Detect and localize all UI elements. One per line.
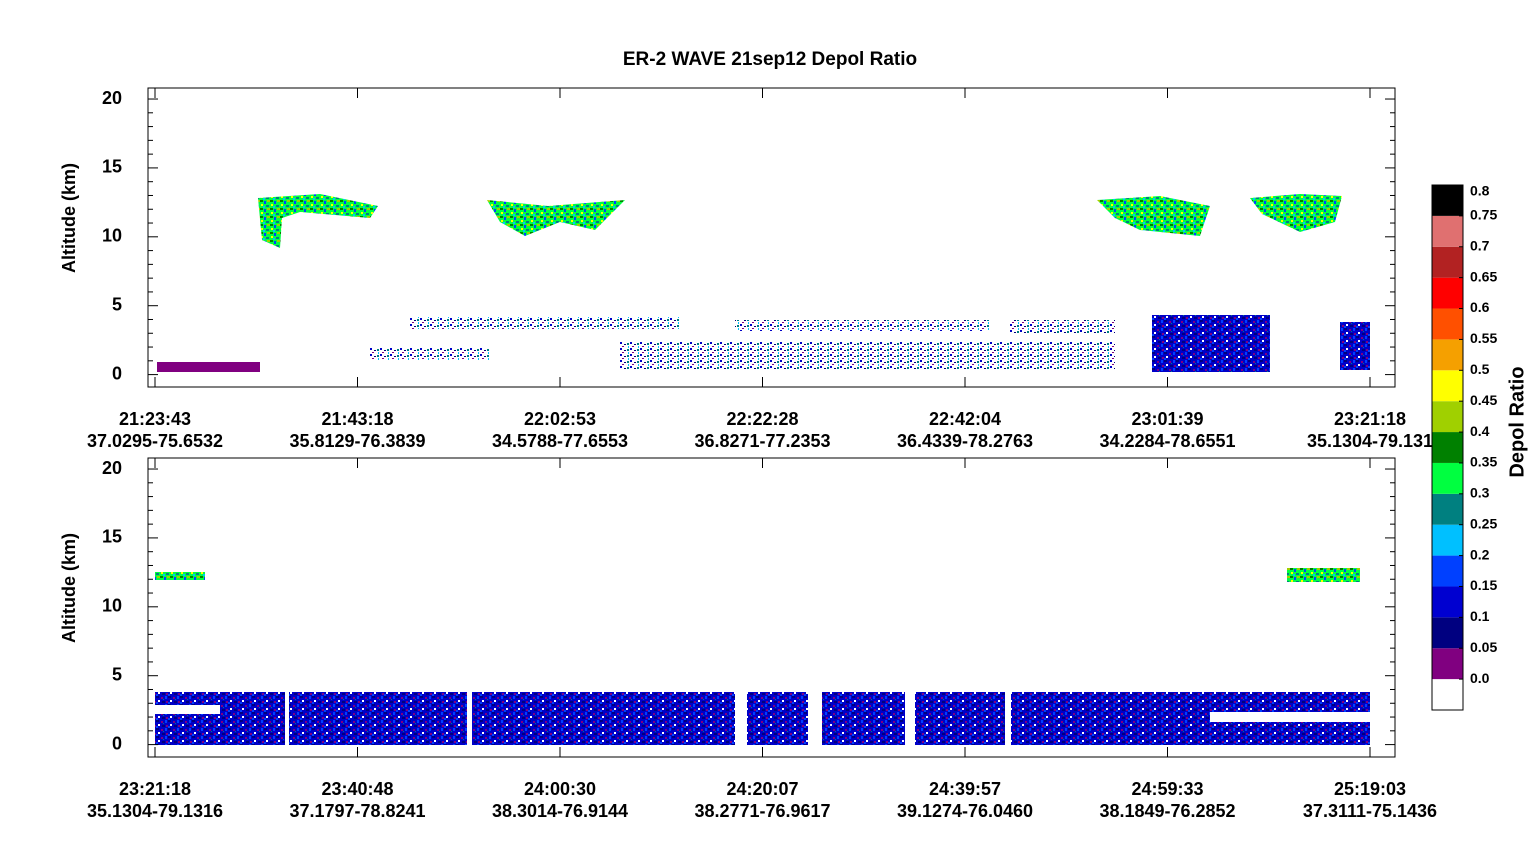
y-tick-label: 20 [102, 88, 122, 108]
x-tick-time: 21:23:43 [119, 409, 191, 429]
colorbar-segment [1432, 401, 1463, 433]
colorbar-segment [1432, 185, 1463, 216]
x-tick-time: 24:39:57 [929, 779, 1001, 799]
plot-frame [147, 457, 1396, 758]
x-tick-position: 34.2284-78.6551 [1099, 431, 1235, 451]
x-tick-position: 39.1274-76.0460 [897, 801, 1033, 821]
x-tick-position: 38.1849-76.2852 [1099, 801, 1235, 821]
colorbar-segment [1432, 679, 1463, 710]
plot-frame [147, 87, 1396, 388]
x-tick-position: 35.1304-79.131 [1307, 431, 1433, 451]
x-tick-position: 36.8271-77.2353 [694, 431, 830, 451]
colorbar-tick-label: 0.65 [1470, 268, 1497, 284]
colorbar-segment [1432, 586, 1463, 618]
x-tick-position: 35.8129-76.3839 [289, 431, 425, 451]
colorbar-tick-label: 0.8 [1470, 183, 1490, 199]
x-tick-position: 37.0295-75.6532 [87, 431, 223, 451]
y-tick-label: 10 [102, 226, 122, 246]
x-tick-time: 22:02:53 [524, 409, 596, 429]
colorbar-tick-label: 0.45 [1470, 392, 1497, 408]
colorbar-tick-label: 0.1 [1470, 608, 1490, 624]
colorbar-segment [1432, 555, 1463, 587]
colorbar-tick-label: 0.5 [1470, 361, 1490, 377]
colorbar-tick-label: 0.7 [1470, 237, 1490, 253]
y-tick-label: 5 [112, 664, 122, 684]
y-axis-label: Altitude (km) [59, 533, 79, 643]
colorbar-segment [1432, 339, 1463, 371]
x-tick-time: 24:00:30 [524, 779, 596, 799]
x-tick-time: 22:22:28 [726, 409, 798, 429]
x-tick-position: 38.2771-76.9617 [694, 801, 830, 821]
colorbar-segment [1432, 524, 1463, 556]
x-tick-time: 25:19:03 [1334, 779, 1406, 799]
colorbar-segment [1432, 462, 1463, 494]
colorbar-tick-label: 0.05 [1470, 639, 1497, 655]
colorbar-tick-label: 0.4 [1470, 423, 1490, 439]
colorbar-label: Depol Ratio [1506, 366, 1528, 477]
x-tick-position: 36.4339-78.2763 [897, 431, 1033, 451]
colorbar-tick-label: 0.0 [1470, 670, 1490, 686]
colorbar-tick-label: 0.3 [1470, 485, 1490, 501]
y-tick-label: 5 [112, 294, 122, 314]
colorbar-frame [1431, 184, 1464, 711]
x-tick-time: 24:20:07 [726, 779, 798, 799]
colorbar-segment [1432, 215, 1463, 247]
y-tick-label: 15 [102, 527, 122, 547]
x-tick-time: 23:21:18 [1334, 409, 1406, 429]
y-tick-label: 20 [102, 458, 122, 478]
colorbar-tick-label: 0.15 [1470, 577, 1497, 593]
chart-title: ER-2 WAVE 21sep12 Depol Ratio [623, 49, 917, 70]
colorbar-tick-label: 0.35 [1470, 454, 1497, 470]
y-tick-label: 10 [102, 596, 122, 616]
colorbar-segment [1432, 432, 1463, 463]
colorbar-segment [1432, 308, 1463, 340]
x-tick-time: 24:59:33 [1131, 779, 1203, 799]
colorbar-segment [1432, 493, 1463, 525]
y-tick-label: 15 [102, 157, 122, 177]
x-tick-position: 38.3014-76.9144 [492, 801, 628, 821]
colorbar-tick-label: 0.2 [1470, 546, 1490, 562]
colorbar-segment [1432, 246, 1463, 278]
y-tick-label: 0 [112, 733, 122, 753]
y-tick-label: 0 [112, 363, 122, 383]
x-tick-time: 22:42:04 [929, 409, 1001, 429]
x-tick-time: 23:21:18 [119, 779, 191, 799]
x-tick-position: 34.5788-77.6553 [492, 431, 628, 451]
x-tick-time: 23:01:39 [1131, 409, 1203, 429]
y-axis-label: Altitude (km) [59, 163, 79, 273]
x-tick-position: 37.1797-78.8241 [289, 801, 425, 821]
x-tick-time: 21:43:18 [321, 409, 393, 429]
x-tick-time: 23:40:48 [321, 779, 393, 799]
colorbar-tick-label: 0.25 [1470, 515, 1497, 531]
colorbar-tick-label: 0.75 [1470, 207, 1497, 223]
curtain-image [155, 194, 1370, 745]
colorbar-tick-label: 0.55 [1470, 330, 1497, 346]
x-tick-position: 35.1304-79.1316 [87, 801, 223, 821]
colorbar-segment [1432, 617, 1463, 649]
colorbar-segment [1432, 648, 1463, 680]
colorbar-segment [1432, 277, 1463, 309]
x-tick-position: 37.3111-75.1436 [1303, 801, 1437, 821]
colorbar-tick-label: 0.6 [1470, 299, 1490, 315]
colorbar-segment [1432, 370, 1463, 402]
